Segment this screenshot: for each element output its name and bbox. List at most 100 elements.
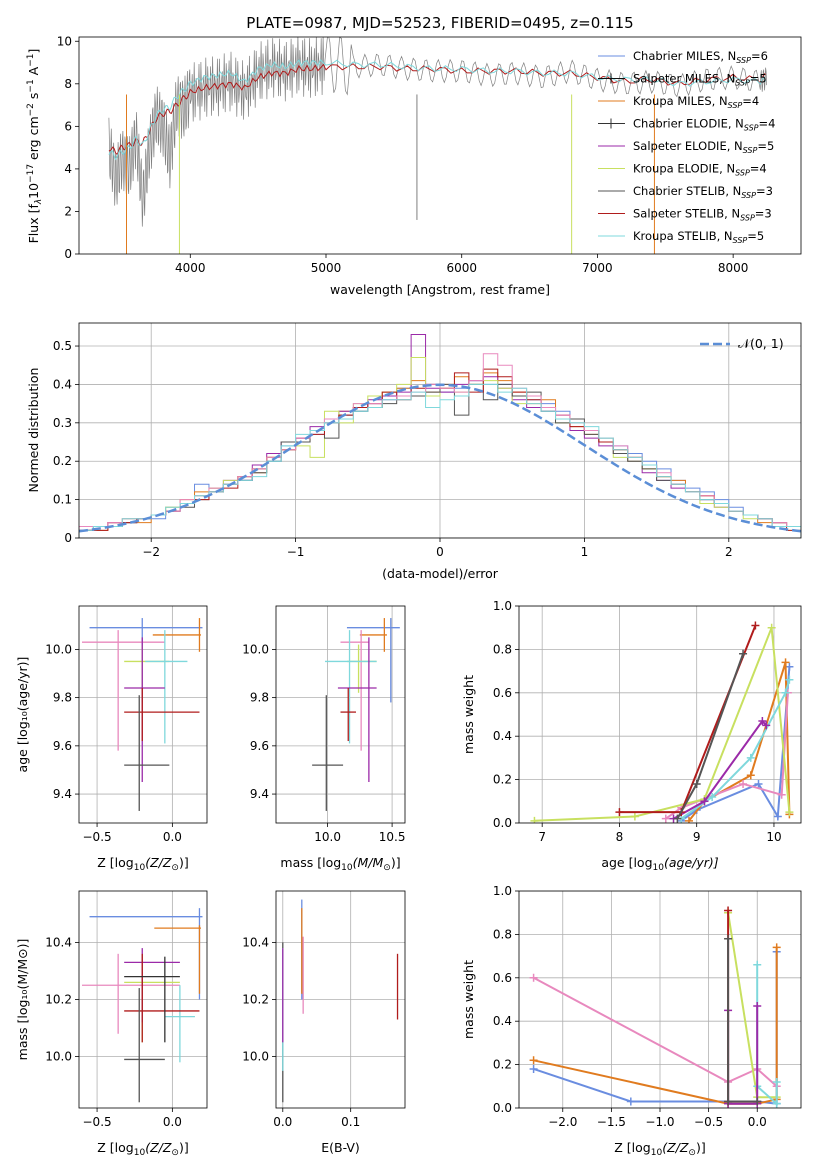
mass-vs-ebv-panel: 0.0 0.1 10.0 10.2 10.4 E(B-V)	[242, 890, 406, 1155]
residuals-panel: −2 −1 0 1 2 0 0.1 0.2 0.3 0.4 0.5 𝒩(0, 1) (data-mode…	[26, 322, 802, 581]
x-label-pre: age [log	[601, 855, 652, 870]
x-label-sub: 10	[653, 863, 665, 873]
legend-sub: SSP	[728, 101, 743, 110]
y-label-end: ]	[26, 49, 41, 54]
x-tick-label: 0.0	[748, 1115, 767, 1129]
plot-area	[519, 891, 801, 1108]
x-axis-label: E(B-V)	[321, 1140, 360, 1155]
y-tick-label: 10.4	[242, 935, 269, 949]
age-vs-metallicity-panel: −0.5 0.0 9.4 9.6 9.8 10.0 Z [log10(Z/Z⊙)] age […	[15, 605, 208, 873]
x-tick-label: 4000	[175, 261, 206, 275]
x-tick-label: −2.0	[548, 1115, 577, 1129]
weight-line	[727, 1006, 759, 1105]
y-axis-label: age [log₁₀(age/yr)]	[15, 657, 30, 773]
weight-marker	[753, 1002, 762, 1011]
plot-area	[276, 891, 405, 1108]
legend-tail: =6	[751, 49, 768, 63]
x-tick-label: 7	[538, 830, 546, 844]
x-axis-label: wavelength [Angstrom, rest frame]	[330, 282, 550, 297]
legend-tail: =4	[750, 162, 767, 176]
weight-marker	[724, 934, 733, 943]
y-tick-label: 1.0	[493, 599, 512, 613]
y-axis-label: Flux [fλ10−17 erg cm−2 s−1 A−1]	[26, 49, 44, 244]
y-axis-label: Normed distribution	[26, 368, 41, 493]
y-tick-label: 9.6	[250, 739, 269, 753]
weight-marker	[724, 1097, 733, 1106]
weight-marker	[724, 906, 733, 915]
y-tick-label: 10.0	[45, 642, 72, 656]
plot-area	[519, 606, 801, 823]
weight-marker	[739, 779, 748, 788]
x-tick-label: 7000	[582, 261, 613, 275]
y-axis-label: mass [log₁₀(M/M⊙)]	[15, 939, 30, 1061]
spectrum-panel: 4000 5000 6000 7000 8000 0 2 4 6 8 10 PLATE=0987, M…	[26, 14, 802, 297]
legend-label: Chabrier STELIB, NSSP=3	[633, 184, 773, 200]
legend-sub: SSP	[736, 56, 751, 65]
y-tick-label: 0.8	[493, 927, 512, 941]
y-tick-label: 0	[64, 247, 72, 261]
x-tick-label: 0.0	[163, 830, 182, 844]
legend-text: Chabrier MILES, N	[633, 49, 736, 63]
x-label-post: (age/yr)]	[664, 855, 719, 870]
weight-marker	[754, 779, 763, 788]
x-axis-label: Z [log10(Z/Z⊙)]	[97, 855, 188, 873]
y-tick-label: 2	[64, 204, 72, 218]
legend-sub: SSP	[744, 124, 759, 133]
legend-label: 𝒩(0, 1)	[738, 336, 784, 351]
weight-marker	[615, 808, 624, 817]
axes-frame	[78, 890, 208, 1109]
x-tick-label: 6000	[446, 261, 477, 275]
y-tick-label: 0.0	[493, 1101, 512, 1115]
y-tick-label: 0.1	[53, 493, 72, 507]
y-tick-label: 0.3	[53, 416, 72, 430]
y-tick-label: 0.6	[493, 971, 512, 985]
weight-marker	[767, 623, 776, 632]
legend-tail: =5	[757, 139, 774, 153]
weight-marker	[746, 753, 755, 762]
x-axis-label: mass [log10(M/M⊙)]	[280, 855, 400, 873]
y-label-sup1: −17	[26, 164, 36, 183]
x-label-end: )]	[179, 855, 189, 870]
weight-marker	[777, 790, 786, 799]
weight-marker	[773, 812, 782, 821]
plot-area	[79, 323, 801, 538]
y-axis-label: mass weight	[461, 960, 476, 1039]
x-axis-label: (data-model)/error	[382, 566, 499, 581]
y-tick-label: 4	[64, 162, 72, 176]
legend-label: Salpeter MILES, NSSP=5	[633, 72, 767, 88]
axes-frame	[518, 890, 802, 1109]
legend-tail: =3	[755, 207, 772, 221]
x-tick-label: −2	[142, 545, 160, 559]
plot-area	[79, 891, 207, 1108]
y-tick-label: 10.0	[242, 1050, 269, 1064]
y-tick-label: 9.6	[53, 739, 72, 753]
weight-marker	[758, 717, 767, 726]
weight-marker	[529, 1056, 538, 1065]
x-tick-label: 8	[616, 830, 624, 844]
x-label-sub: 10	[341, 863, 353, 873]
weight-marker	[772, 943, 781, 952]
spectrum-line-model-cyan	[108, 59, 767, 161]
weight-marker	[529, 1064, 538, 1073]
y-tick-label: 9.4	[250, 787, 269, 801]
legend-tail: =5	[750, 72, 767, 86]
y-tick-label: 9.8	[250, 691, 269, 705]
x-tick-label: −0.5	[83, 830, 112, 844]
axes-frame	[275, 890, 406, 1109]
y-tick-label: 0.6	[493, 686, 512, 700]
x-label-end: )]	[179, 1140, 189, 1155]
y-label-sub: λ	[34, 199, 44, 205]
y-tick-label: 0.2	[493, 1058, 512, 1072]
weight-marker	[781, 688, 790, 697]
y-label-mid: erg cm	[26, 116, 41, 164]
x-tick-label: 10.5	[379, 830, 406, 844]
x-tick-label: −0.5	[83, 1115, 112, 1129]
x-tick-label: 8000	[718, 261, 749, 275]
weight-line	[727, 912, 777, 1099]
weight-line	[727, 938, 758, 1103]
y-tick-label: 8	[64, 77, 72, 91]
legend-label: Kroupa STELIB, NSSP=5	[633, 229, 764, 245]
y-tick-label: 0.2	[53, 454, 72, 468]
legend-sub: SSP	[733, 236, 748, 245]
